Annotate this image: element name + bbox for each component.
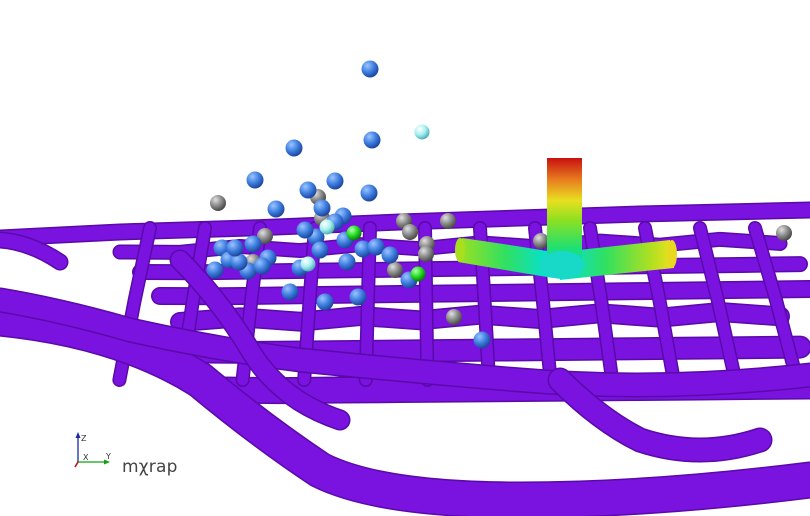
glyph-arm-left-cap (455, 238, 465, 262)
cyan-sphere (414, 124, 430, 140)
y-axis-label: Y (105, 452, 111, 461)
glyph-arm-left (458, 238, 553, 278)
blue-sphere (299, 181, 317, 199)
blue-sphere (230, 253, 248, 271)
network-strand (0, 233, 67, 269)
grey-sphere (776, 225, 792, 241)
orientation-axes: Z Y X (74, 432, 111, 468)
grey-sphere (210, 195, 226, 211)
blue-sphere (316, 293, 334, 311)
particle-spheres (206, 60, 792, 349)
network-strand (694, 222, 741, 386)
cyan-sphere (319, 219, 335, 235)
grey-sphere (257, 228, 273, 244)
blue-sphere (360, 184, 378, 202)
blue-sphere (285, 139, 303, 157)
glyph-hub (540, 251, 584, 279)
glyph-arm-right-cap (667, 240, 677, 268)
grey-sphere (387, 262, 403, 278)
tripod-vector-glyph (455, 158, 677, 280)
cyan-sphere (300, 256, 316, 272)
blue-sphere (226, 239, 244, 257)
blue-sphere (363, 131, 381, 149)
blue-sphere (473, 331, 491, 349)
green-sphere (346, 225, 362, 241)
blue-sphere (311, 241, 329, 259)
blue-sphere (267, 200, 285, 218)
network-strand (749, 222, 803, 386)
grey-sphere (402, 224, 418, 240)
x-axis-line (74, 461, 79, 468)
glyph-arm-right (560, 240, 674, 280)
blue-sphere (326, 172, 344, 190)
blue-sphere (381, 246, 399, 264)
blue-sphere (338, 253, 356, 271)
blue-sphere (281, 283, 299, 301)
green-sphere (410, 266, 426, 282)
grey-sphere (440, 213, 456, 229)
blue-sphere (361, 60, 379, 78)
grey-sphere (418, 246, 434, 262)
network-strand (0, 289, 810, 396)
network-strand (549, 369, 771, 461)
grey-sphere (533, 233, 549, 249)
blue-sphere (246, 171, 264, 189)
z-axis-label: Z (81, 434, 87, 443)
grey-sphere (446, 309, 462, 325)
blue-sphere (354, 240, 372, 258)
y-axis-arrow-icon (104, 459, 110, 465)
network-strand (171, 251, 349, 429)
blue-sphere (313, 199, 331, 217)
blue-sphere (296, 221, 314, 239)
x-axis-label: X (83, 453, 89, 462)
brand-logo-text: mχrap (122, 457, 178, 477)
blue-sphere (206, 261, 224, 279)
blue-sphere (244, 235, 262, 253)
network-strand (0, 301, 810, 516)
z-axis-arrow-icon (75, 432, 81, 438)
blue-sphere (367, 238, 385, 256)
blue-sphere (349, 288, 367, 306)
blue-sphere (253, 257, 271, 275)
